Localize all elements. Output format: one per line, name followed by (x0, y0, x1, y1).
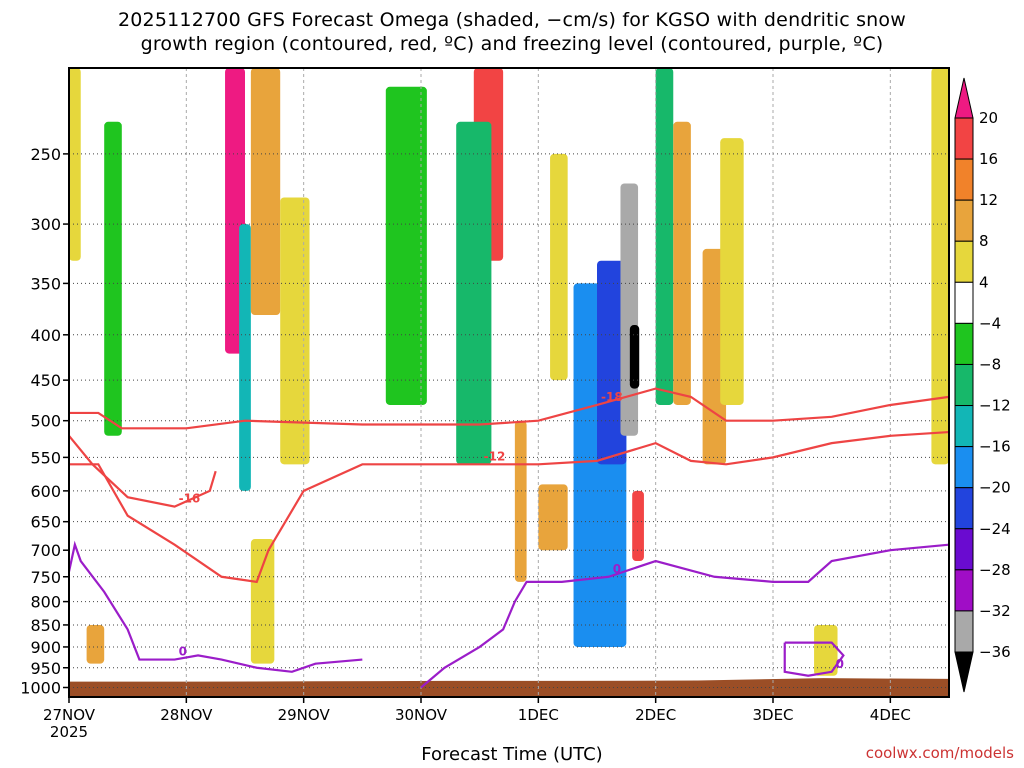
y-axis-ticks: 250 300 350 400 450 500 550 600 650 700 750 800 850 9… (20, 145, 69, 697)
y-tick-label-750: 750 (30, 568, 61, 587)
colorbar-label-3: 8 (979, 232, 989, 250)
colorbar-bin-3 (954, 199, 974, 242)
omega-cell-5 (69, 68, 81, 261)
y-tick-label-450: 450 (30, 371, 61, 390)
omega-cell-19 (702, 248, 727, 465)
freezing-contour-label-0: 0 (179, 645, 187, 659)
omega-cell-16 (632, 490, 644, 562)
freezing-contour-1 (420, 543, 949, 689)
colorbar-bin-4 (954, 240, 974, 283)
x-tick-label-6: 3DEC (752, 706, 793, 724)
x-axis-title: Forecast Time (UTC) (421, 744, 603, 765)
omega-cell-10 (550, 153, 568, 381)
colorbar-label-12: −32 (979, 602, 1011, 620)
colorbar-bin-12 (954, 569, 974, 612)
omega-cell-8 (456, 121, 492, 465)
omega-cell-17 (655, 68, 674, 405)
omega-cell-2 (250, 68, 281, 316)
dendritic-contour-label-1: -12 (484, 449, 506, 463)
colorbar-label-8: −16 (979, 438, 1011, 456)
dendritic-contour-2 (69, 435, 217, 508)
colorbar-bin-8 (954, 405, 974, 448)
omega-cell-9 (514, 420, 527, 582)
grid-lines (68, 68, 949, 697)
omega-cell-24 (250, 539, 275, 664)
colorbar-bin-13 (954, 610, 974, 653)
colorbar-bin-10 (954, 487, 974, 530)
y-tick-label-800: 800 (30, 593, 61, 612)
dendritic-contour-label-0: -18 (601, 390, 623, 404)
colorbar-label-7: −12 (979, 397, 1011, 415)
y-tick-label-550: 550 (30, 448, 61, 467)
x-axis-ticks: 27NOV 28NOV 29NOV 30NOV 1DEC 2DEC 3DEC 4DEC 2025 (43, 697, 911, 741)
x-tick-label-0: 27NOV (43, 706, 96, 724)
y-tick-label-400: 400 (30, 326, 61, 345)
colorbar-label-13: −36 (979, 643, 1011, 661)
x-tick-label-3: 30NOV (395, 706, 448, 724)
colorbar-label-5: −4 (979, 314, 1001, 332)
x-tick-label-1: 28NOV (160, 706, 213, 724)
freezing-contour-label-1: 0 (613, 562, 621, 576)
colorbar-bin-5 (954, 281, 974, 324)
y-tick-label-1000: 1000 (20, 678, 61, 697)
freezing-contour-0 (69, 540, 363, 673)
x-tick-label-4: 1DEC (518, 706, 559, 724)
colorbar-top-arrow (954, 77, 974, 119)
y-tick-label-900: 900 (30, 638, 61, 657)
chart-title-line1: 2025112700 GFS Forecast Omega (shaded, −… (117, 9, 906, 31)
plot-frame (68, 67, 950, 698)
colorbar-label-4: 4 (979, 273, 989, 291)
y-tick-label-600: 600 (30, 482, 61, 501)
y-tick-label-300: 300 (30, 215, 61, 234)
freezing-contour-label-2: 0 (836, 657, 844, 671)
y-tick-label-650: 650 (30, 513, 61, 532)
x-tick-label-5: 2DEC (635, 706, 676, 724)
omega-shading (69, 68, 949, 676)
colorbar-label-11: −28 (979, 561, 1011, 579)
x-tick-label-2: 29NOV (278, 706, 331, 724)
dendritic-contour-0 (69, 387, 949, 430)
x-tick-year-label: 2025 (50, 723, 88, 741)
colorbar-bin-9 (954, 446, 974, 489)
omega-cell-18 (673, 121, 691, 405)
omega-cell-4 (104, 121, 122, 436)
freezing-contour-2 (783, 641, 845, 677)
colorbar-bin-11 (954, 528, 974, 571)
colorbar-label-9: −20 (979, 479, 1011, 497)
y-tick-label-500: 500 (30, 412, 61, 431)
omega-cell-23 (86, 624, 105, 664)
omega-cell-11 (538, 484, 568, 551)
omega-cell-22 (814, 624, 838, 676)
colorbar-bin-2 (954, 158, 974, 201)
omega-cell-1 (239, 224, 251, 491)
colorbar-bin-1 (954, 117, 974, 160)
colorbar-bottom-arrow (954, 651, 974, 693)
omega-cell-21 (931, 68, 949, 465)
omega-cell-6 (385, 86, 427, 405)
omega-cell-13 (597, 260, 627, 465)
colorbar-label-0: 20 (979, 109, 998, 127)
dendritic-contour-1 (69, 430, 949, 584)
colorbar-label-2: 12 (979, 191, 998, 209)
omega-cell-3 (280, 197, 310, 465)
colorbar-bin-6 (954, 322, 974, 365)
x-tick-label-7: 4DEC (870, 706, 911, 724)
omega-cell-20 (720, 138, 744, 405)
y-tick-label-700: 700 (30, 541, 61, 560)
colorbar-label-10: −24 (979, 520, 1011, 538)
colorbar: 20 16 12 8 4 −4 −8 −12 −16 −20 −24 −28 −32 −36 (954, 77, 1011, 693)
colorbar-bin-7 (954, 363, 974, 407)
y-tick-label-350: 350 (30, 274, 61, 293)
chart-title-line2: growth region (contoured, red, ºC) and f… (140, 33, 884, 55)
omega-cell-15 (629, 325, 640, 389)
dendritic-contour-label-2: -16 (179, 492, 201, 506)
y-tick-label-850: 850 (30, 616, 61, 635)
contour-lines: -18 -12 -16 0 0 0 (69, 387, 949, 689)
y-tick-label-250: 250 (30, 145, 61, 164)
credit-text: coolwx.com/models (865, 744, 1014, 762)
colorbar-label-1: 16 (979, 150, 998, 168)
y-tick-label-950: 950 (30, 659, 61, 678)
colorbar-label-6: −8 (979, 355, 1001, 373)
